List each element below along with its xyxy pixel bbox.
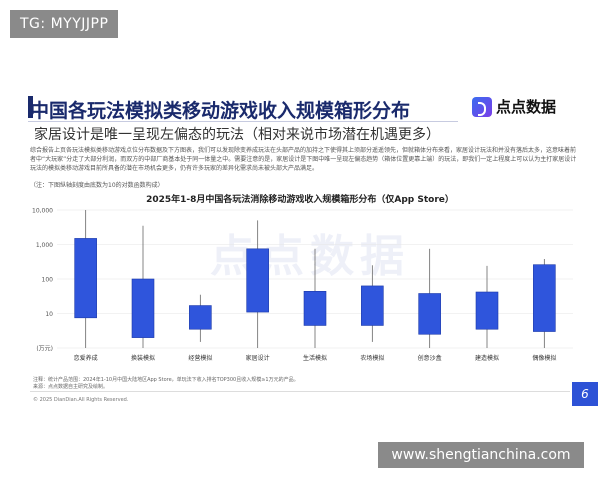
box-rect [189,305,212,330]
chart-title: 2025年1-8月中国各玩法消除移动游戏收入规模箱形分布（仅App Store） [146,195,454,205]
y-tick-label: 100 [42,277,54,284]
box-rect [303,291,327,326]
copyright: © 2025 DianDian.All Rights Reserved. [33,397,129,403]
page-number: 6 [572,382,598,406]
logo-icon [472,96,492,117]
box-rect [418,293,441,335]
footnote-line-1: 注释：统计产品范围：2024年1-10月中国大陆地区App Store，单玩法下… [33,377,299,383]
footer-divider [30,391,570,392]
x-category-label: 偶像模拟 [532,354,556,362]
box-rect [246,248,269,313]
box-rect [361,285,384,326]
brand-logo: 点点数据 [472,96,556,117]
page-subtitle: 家居设计是唯一呈现左偏态的玩法（相对来说市场潜在机遇更多） [34,127,440,143]
box-rect [533,264,556,332]
box-rect [74,238,97,319]
y-tick-label: 10,000 [32,208,53,215]
bottom-watermark: www.shengtianchina.com [378,442,584,468]
title-accent-bar [28,96,33,118]
x-category-label: 创意沙盒 [418,354,442,362]
box-plot-chart: (万元) 10 100 1,000 10,000 恋爱养成 换装模拟 经营模拟 家居设计 生活模拟… [32,208,573,362]
background-watermark: 点点数据 [210,231,410,282]
top-left-tag: TG: MYYJJPP [10,10,119,38]
page-title: 中国各玩法模拟类移动游戏收入规模箱形分布 [30,100,411,122]
box-rect [475,291,499,330]
x-category-label: 换装模拟 [131,354,155,362]
box-rect [131,278,155,338]
x-category-label: 生活模拟 [303,354,327,362]
x-category-label: 家居设计 [246,354,270,362]
y-tick-label: 10 [45,311,53,318]
x-category-label: 建造模拟 [475,354,499,362]
x-category-label: 农场模拟 [360,354,384,362]
y-tick-label: 1,000 [36,242,53,249]
footnotes: 注释：统计产品范围：2024年1-10月中国大陆地区App Store，单玩法下… [33,377,299,391]
y-tick-label: (万元) [36,346,53,353]
x-category-label: 经营模拟 [188,354,212,362]
title-divider [28,121,458,122]
axis-note: （注：下图纵轴刻度由底数为10的对数函数构成） [30,182,164,189]
logo-text: 点点数据 [496,98,557,116]
footnote-line-2: 来源：点点数据自主研究及绘制。 [33,384,109,390]
x-category-label: 恋爱养成 [74,354,98,362]
description-paragraph: 综合报告上页各玩法模拟类移动游戏点位分布数据及下方图表，我们可以发现除变养成玩法… [30,147,577,172]
